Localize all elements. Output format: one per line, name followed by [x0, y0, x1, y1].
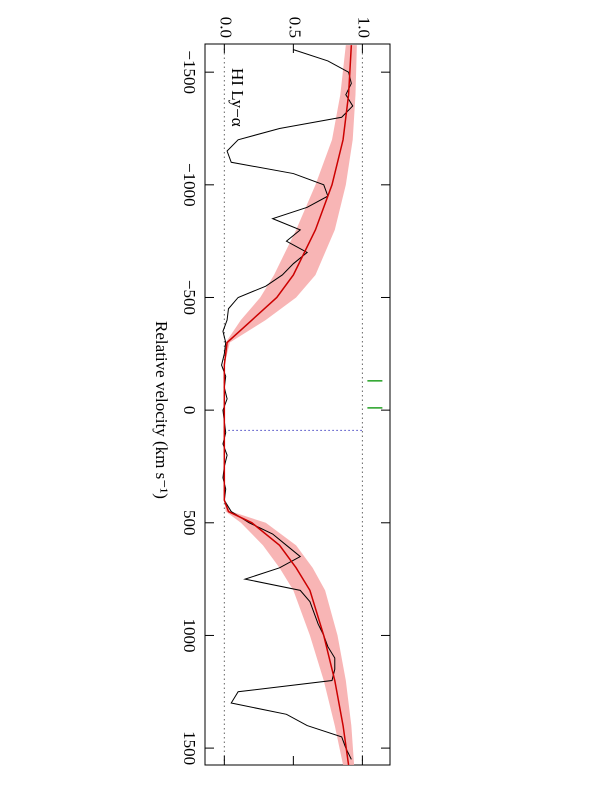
x-tick-label: −500: [180, 280, 199, 315]
x-tick-label: 1000: [180, 618, 199, 652]
y-tick-label: 1.0: [354, 17, 373, 38]
y-tick-label: 0.5: [285, 17, 304, 38]
y-tick-label: 0.0: [216, 17, 235, 38]
model-line: [223, 45, 353, 766]
x-tick-label: 500: [180, 510, 199, 536]
x-tick-label: −1500: [180, 50, 199, 94]
x-tick-label: 1500: [180, 731, 199, 765]
x-tick-label: −1000: [180, 163, 199, 207]
model-band: [224, 45, 357, 765]
plot-frame: [204, 43, 391, 766]
annotation: HI Ly−α: [228, 68, 247, 127]
x-axis-label: Relative velocity (km s⁻¹): [152, 321, 171, 499]
x-tick-label: 0: [180, 406, 199, 415]
